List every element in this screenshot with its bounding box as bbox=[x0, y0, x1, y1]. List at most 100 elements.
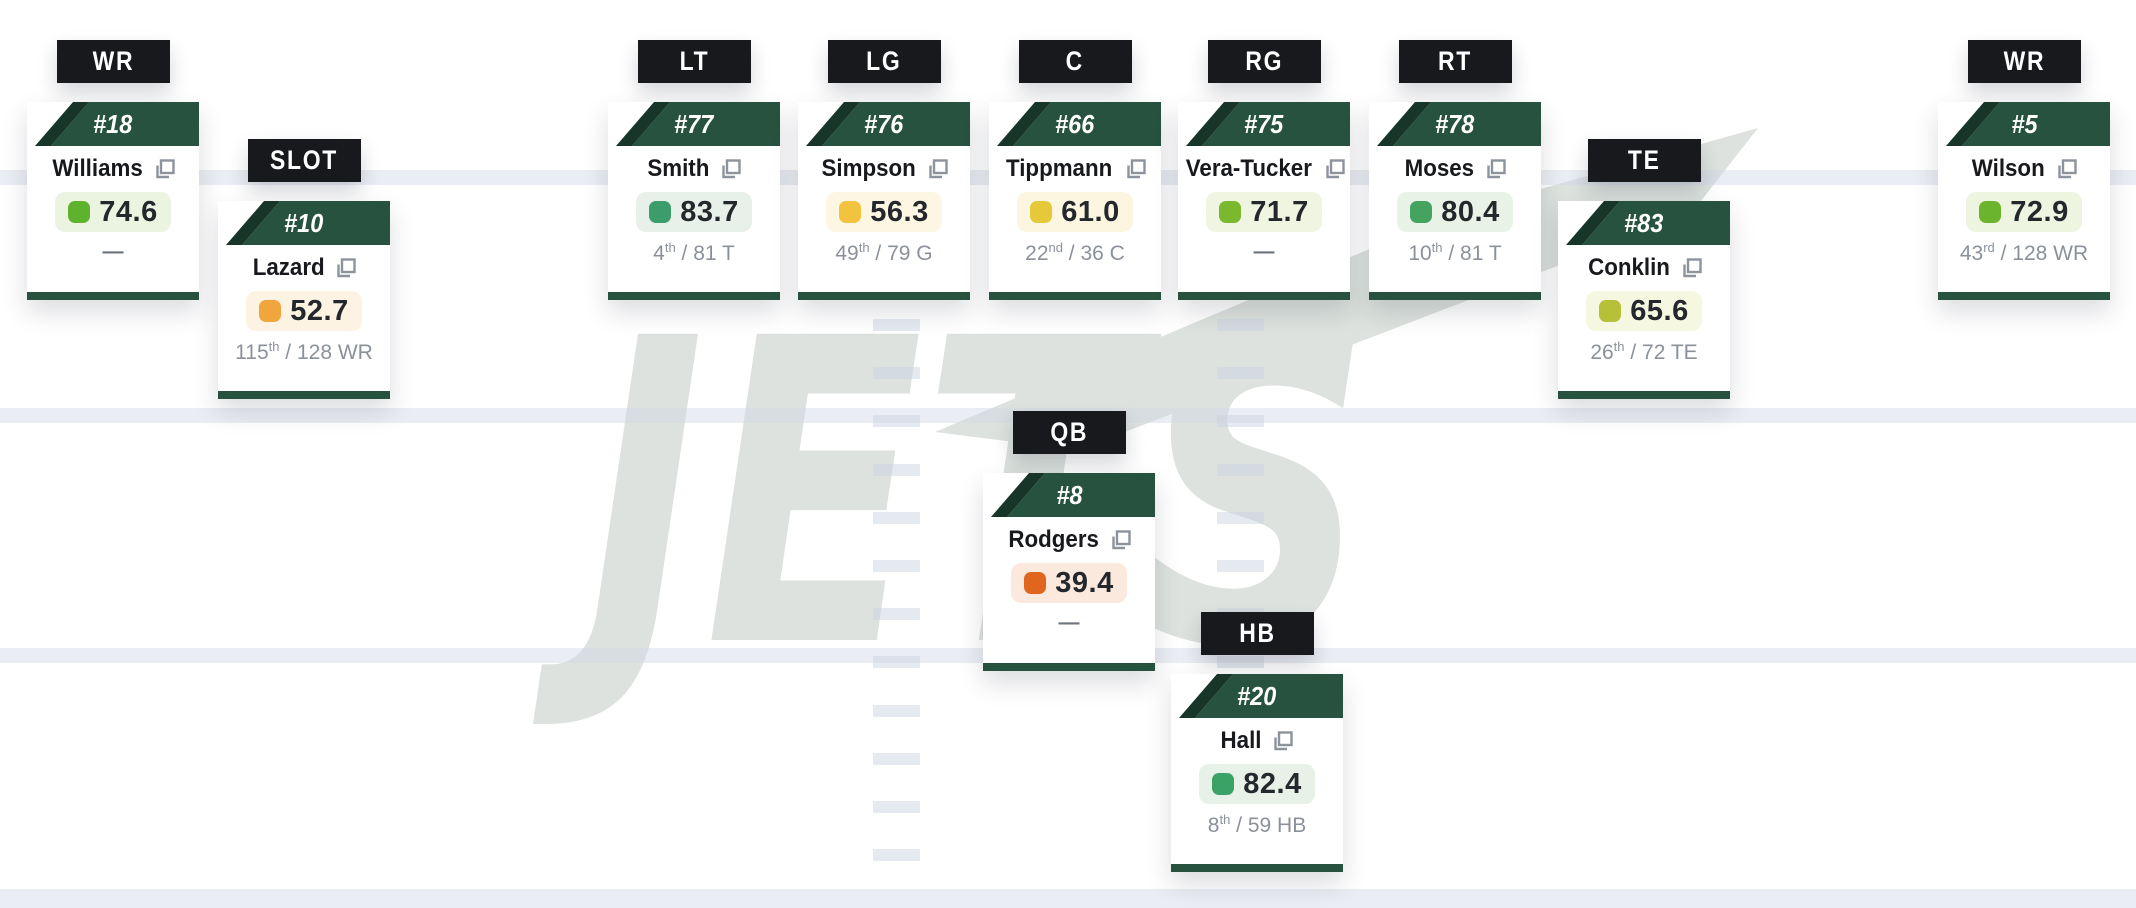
hash-mark bbox=[873, 415, 920, 428]
card-body: Moses 80.4 10th / 81 T — bbox=[1369, 146, 1541, 292]
card-header: #5 bbox=[1938, 102, 2110, 146]
card-header: #18 bbox=[27, 102, 199, 146]
player-unit-hall: HB #20 Hall 82.4 bbox=[1171, 612, 1343, 872]
hash-mark bbox=[873, 608, 920, 621]
grade-pill: 71.7 bbox=[1206, 192, 1322, 232]
compare-copy-icon[interactable] bbox=[719, 157, 743, 181]
grade-color-swatch bbox=[1024, 572, 1047, 594]
card-bottom-bar bbox=[218, 391, 390, 399]
grade-pill: 65.6 bbox=[1586, 291, 1702, 331]
player-card[interactable]: #8 Rodgers 39.4 — bbox=[983, 473, 1155, 671]
card-header: #78 bbox=[1369, 102, 1541, 146]
position-label-text: RT bbox=[1438, 46, 1472, 76]
player-name: Conklin bbox=[1587, 254, 1670, 281]
compare-copy-icon[interactable] bbox=[1124, 157, 1148, 181]
position-label-text: WR bbox=[92, 46, 134, 76]
position-label: RG bbox=[1207, 40, 1321, 83]
jersey-number: #66 bbox=[1055, 108, 1095, 139]
jersey-number: #75 bbox=[1244, 108, 1284, 139]
position-label: RT bbox=[1398, 40, 1512, 83]
grade-color-swatch bbox=[1979, 201, 2002, 223]
hash-mark bbox=[1217, 656, 1264, 669]
card-body: Simpson 56.3 49th / 79 G — bbox=[798, 146, 970, 292]
card-bottom-bar bbox=[1178, 292, 1350, 300]
hash-mark bbox=[873, 801, 920, 813]
player-card[interactable]: #77 Smith 83.7 4th / 81 T — bbox=[608, 102, 780, 300]
player-card[interactable]: #76 Simpson 56.3 49th / 79 G — bbox=[798, 102, 970, 300]
hash-mark bbox=[873, 511, 920, 524]
player-unit-simpson: LG #76 Simpson 56 bbox=[798, 40, 970, 300]
jersey-number: #77 bbox=[674, 108, 714, 139]
compare-copy-icon[interactable] bbox=[1271, 729, 1295, 753]
position-label: HB bbox=[1200, 612, 1314, 655]
player-card[interactable]: #5 Wilson 72.9 43rd / 128 WR — bbox=[1938, 102, 2110, 300]
player-name-row: Rodgers bbox=[1005, 526, 1133, 554]
grade-color-swatch bbox=[839, 201, 862, 223]
card-body: Smith 83.7 4th / 81 T — bbox=[608, 146, 780, 292]
compare-copy-icon[interactable] bbox=[1484, 157, 1508, 181]
player-unit-tippmann: C #66 Tippmann 61 bbox=[989, 40, 1161, 300]
player-card[interactable]: #75 Vera-Tucker 71.7 — bbox=[1178, 102, 1350, 300]
compare-copy-icon[interactable] bbox=[153, 157, 177, 181]
grade-pill: 52.7 bbox=[246, 291, 362, 331]
card-bottom-bar bbox=[989, 292, 1161, 300]
position-rank: 43rd / 128 WR bbox=[1959, 240, 2089, 265]
card-body: Lazard 52.7 115th / 128 WR — bbox=[218, 245, 390, 391]
compare-copy-icon[interactable] bbox=[926, 157, 950, 181]
grade-color-swatch bbox=[259, 300, 282, 322]
card-body: Conklin 65.6 26th / 72 TE — bbox=[1558, 245, 1730, 391]
compare-copy-icon[interactable] bbox=[1680, 256, 1704, 280]
player-name-row: Smith bbox=[645, 155, 743, 183]
card-header: #10 bbox=[218, 201, 390, 245]
player-card[interactable]: #20 Hall 82.4 8th / 59 HB — bbox=[1171, 674, 1343, 872]
position-label: TE bbox=[1587, 139, 1701, 182]
grade-pill: 56.3 bbox=[826, 192, 942, 232]
position-label-text: RG bbox=[1245, 46, 1283, 76]
player-name-row: Moses bbox=[1402, 155, 1508, 183]
card-bottom-bar bbox=[1558, 391, 1730, 399]
position-rank: 26th / 72 TE bbox=[1590, 339, 1698, 364]
position-rank: 4th / 81 T bbox=[653, 240, 735, 265]
grade-color-swatch bbox=[68, 201, 91, 223]
card-bottom-bar bbox=[983, 663, 1155, 671]
player-card[interactable]: #18 Williams 74.6 — bbox=[27, 102, 199, 300]
player-name-row: Williams bbox=[49, 155, 177, 183]
card-header: #83 bbox=[1558, 201, 1730, 245]
position-label-text: HB bbox=[1238, 618, 1276, 648]
compare-copy-icon[interactable] bbox=[1323, 157, 1347, 181]
card-bottom-bar bbox=[798, 292, 970, 300]
card-header: #20 bbox=[1171, 674, 1343, 718]
grade-value: 80.4 bbox=[1441, 195, 1500, 228]
hash-mark bbox=[873, 849, 920, 862]
grade-color-swatch bbox=[649, 201, 672, 223]
grade-value: 74.6 bbox=[99, 195, 158, 228]
player-card[interactable]: #78 Moses 80.4 10th / 81 T — bbox=[1369, 102, 1541, 300]
card-body: Tippmann 61.0 22nd / 36 C — bbox=[989, 146, 1161, 292]
compare-copy-icon[interactable] bbox=[2055, 157, 2079, 181]
hash-mark bbox=[873, 367, 920, 380]
card-body: Williams 74.6 — bbox=[27, 146, 199, 292]
player-card[interactable]: #10 Lazard 52.7 115th / 128 WR — bbox=[218, 201, 390, 399]
player-name: Williams bbox=[52, 155, 143, 182]
player-card[interactable]: #83 Conklin 65.6 26th / 72 TE — bbox=[1558, 201, 1730, 399]
grade-color-swatch bbox=[1219, 201, 1242, 223]
grade-pill: 80.4 bbox=[1397, 192, 1513, 232]
grade-pill: 82.4 bbox=[1199, 764, 1315, 804]
player-card[interactable]: #66 Tippmann 61.0 22nd / 36 C — bbox=[989, 102, 1161, 300]
position-label: WR bbox=[56, 40, 170, 83]
compare-copy-icon[interactable] bbox=[1109, 528, 1133, 552]
player-name-row: Lazard bbox=[250, 254, 358, 282]
compare-copy-icon[interactable] bbox=[334, 256, 358, 280]
no-rank-dash: — bbox=[1253, 240, 1275, 263]
grade-pill: 83.7 bbox=[636, 192, 752, 232]
grade-value: 82.4 bbox=[1243, 767, 1302, 800]
position-label-text: C bbox=[1065, 46, 1085, 76]
grade-pill: 74.6 bbox=[55, 192, 171, 232]
no-rank-dash: — bbox=[102, 240, 124, 263]
player-name-row: Conklin bbox=[1585, 254, 1704, 282]
position-label-text: LG bbox=[866, 46, 902, 76]
position-label-text: WR bbox=[2003, 46, 2045, 76]
card-bottom-bar bbox=[1369, 292, 1541, 300]
jersey-number: #10 bbox=[284, 207, 324, 238]
